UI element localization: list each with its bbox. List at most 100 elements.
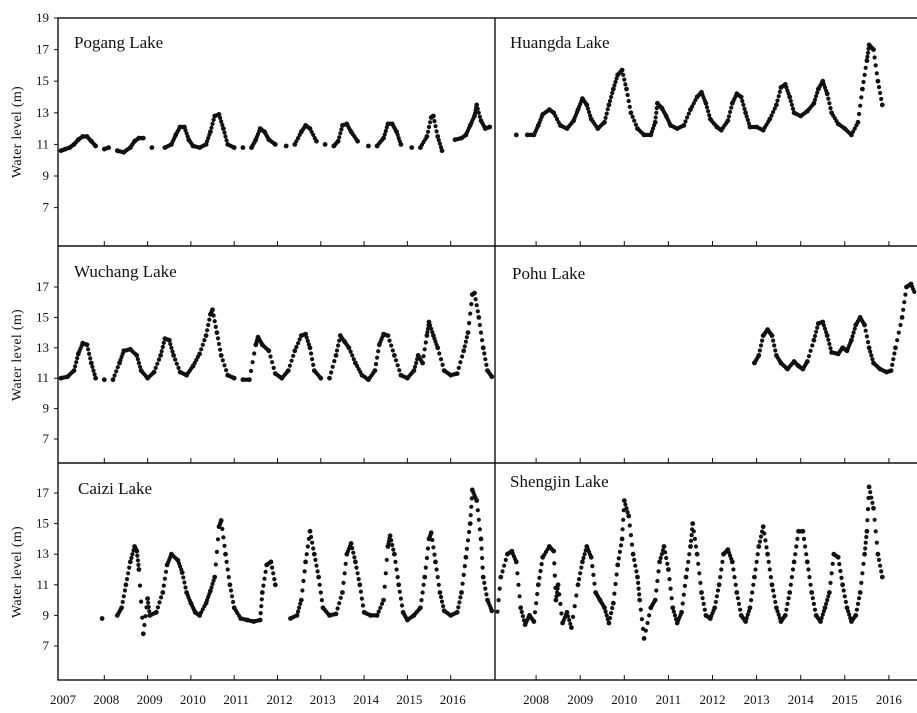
data-point (607, 98, 613, 104)
data-point (329, 370, 334, 375)
data-point (86, 347, 91, 352)
data-point (142, 622, 147, 628)
data-point (663, 550, 668, 555)
data-point (784, 607, 789, 612)
data-point (857, 111, 862, 117)
data-point (896, 330, 901, 335)
data-point (268, 354, 273, 359)
data-point (271, 365, 276, 370)
data-point (210, 121, 215, 126)
data-point (628, 110, 634, 116)
data-point (825, 598, 830, 603)
data-point (729, 559, 735, 565)
data-point (745, 117, 750, 122)
data-point (247, 377, 252, 383)
data-point (791, 559, 797, 565)
data-point (398, 596, 403, 601)
data-point (463, 339, 468, 344)
data-point (297, 337, 302, 342)
data-point (719, 567, 724, 572)
data-point (860, 571, 865, 576)
data-point (137, 583, 143, 588)
data-point (591, 572, 596, 578)
data-point (383, 571, 388, 576)
data-point (879, 574, 885, 580)
data-point (620, 527, 625, 532)
data-point (437, 141, 442, 146)
data-point (874, 71, 879, 76)
data-point (214, 330, 220, 335)
data-point (435, 345, 441, 351)
data-point (624, 86, 629, 92)
data-point (463, 554, 469, 560)
data-point (822, 326, 828, 331)
data-point (682, 583, 688, 589)
data-point (309, 534, 314, 540)
data-point (304, 335, 309, 340)
data-point (352, 555, 357, 560)
data-point (158, 353, 164, 358)
data-point (824, 91, 830, 97)
data-point (874, 540, 879, 545)
data-point (436, 138, 441, 143)
data-point (828, 346, 833, 351)
x-tick-label: 2012 (700, 692, 726, 707)
data-point (412, 364, 418, 369)
data-point (311, 551, 317, 557)
x-tick-label: 2013 (744, 692, 770, 707)
data-point (758, 534, 764, 539)
data-point (384, 557, 389, 563)
data-point (335, 138, 341, 144)
data-point (395, 132, 400, 137)
data-point (396, 582, 402, 588)
data-point (431, 545, 436, 550)
data-point (216, 112, 222, 117)
data-point (399, 603, 405, 608)
data-point (731, 567, 736, 572)
data-point (578, 571, 583, 576)
data-point (229, 594, 235, 599)
data-point (383, 128, 388, 134)
data-point (639, 617, 645, 622)
data-point (892, 351, 897, 356)
data-point (687, 552, 692, 557)
data-point (222, 130, 227, 135)
data-point (202, 338, 207, 343)
data-point (820, 612, 825, 617)
data-point (837, 562, 842, 567)
data-point (489, 608, 495, 614)
data-point (760, 524, 766, 530)
data-point (811, 100, 817, 106)
data-point (170, 349, 175, 354)
data-point (430, 537, 435, 543)
data-point (626, 98, 631, 104)
data-point (634, 569, 639, 574)
data-point (891, 357, 896, 362)
data-point (291, 353, 296, 358)
data-point (767, 116, 773, 122)
data-point (428, 120, 433, 125)
data-point (157, 600, 162, 605)
data-point (461, 348, 467, 354)
data-point (851, 330, 856, 335)
series-markers (99, 487, 495, 637)
data-point (726, 114, 732, 119)
data-point (208, 588, 213, 594)
data-point (679, 609, 684, 615)
data-point (428, 530, 434, 536)
data-point (766, 559, 771, 565)
data-point (350, 546, 355, 551)
data-point (173, 357, 178, 362)
data-point (382, 132, 387, 137)
data-point (397, 368, 402, 373)
data-point (895, 338, 900, 343)
data-point (459, 590, 464, 595)
data-point (898, 322, 903, 328)
data-point (127, 559, 133, 565)
data-point (458, 360, 463, 365)
data-point (395, 363, 400, 368)
data-point (744, 616, 749, 621)
data-point (84, 342, 90, 348)
data-point (765, 551, 770, 557)
data-point (337, 338, 342, 343)
